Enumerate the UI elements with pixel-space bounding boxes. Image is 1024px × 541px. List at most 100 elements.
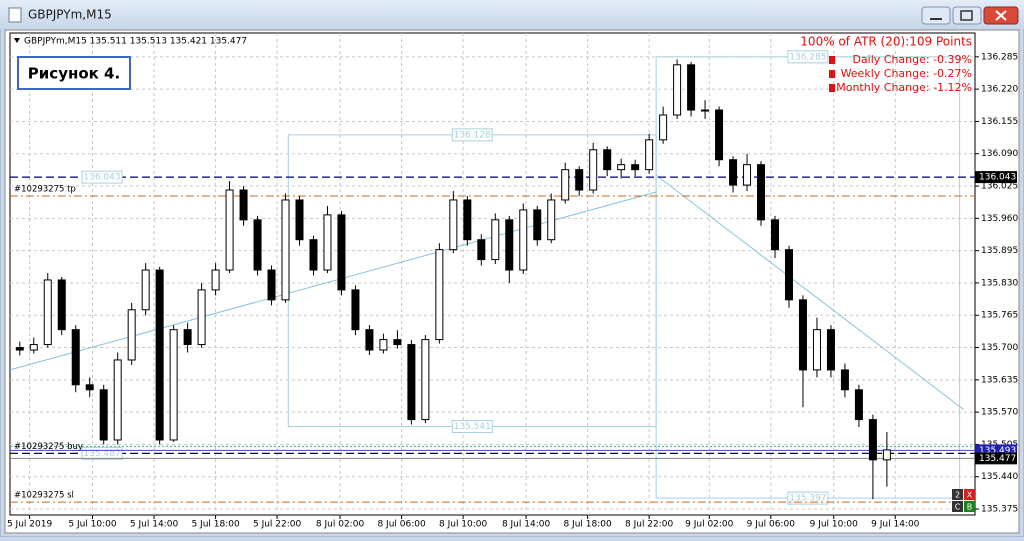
price-tag-label: 136.043	[979, 173, 1016, 183]
caption: Рисунок 4.	[28, 65, 120, 83]
range-bottom-label-box	[451, 420, 493, 434]
price-tag-label: 135.493	[979, 446, 1016, 456]
y-tick-label: 135.440	[981, 472, 1018, 482]
candle-body	[253, 219, 262, 271]
candle-body	[449, 199, 458, 251]
trade-button[interactable]	[952, 501, 963, 512]
y-tick-label: 135.700	[981, 343, 1018, 353]
candle-body	[519, 209, 528, 271]
candle-body	[784, 249, 793, 301]
window-icon	[8, 7, 22, 23]
candle-body	[225, 189, 234, 271]
y-tick-label: 136.285	[981, 52, 1018, 62]
trade-button[interactable]	[964, 501, 975, 512]
candle-body	[169, 329, 178, 441]
x-tick-label: 5 Jul 22:00	[253, 520, 302, 530]
x-tick-label: 8 Jul 06:00	[377, 520, 426, 530]
range-top-label-box	[451, 128, 493, 142]
candle-body	[141, 269, 150, 311]
candle-body	[15, 347, 24, 351]
trendline	[655, 174, 965, 411]
candle-body	[798, 299, 807, 371]
y-tick-label: 135.375	[981, 505, 1018, 515]
candle-body	[379, 339, 388, 351]
candle-body	[771, 219, 780, 251]
candle-body	[729, 159, 738, 186]
candle-body	[351, 289, 360, 331]
candle-body	[603, 149, 612, 171]
candle-body	[183, 329, 192, 346]
candle-body	[421, 339, 430, 421]
y-tick-label: 135.830	[981, 278, 1018, 288]
range-bottom-label-box	[787, 491, 829, 505]
candle-body	[309, 239, 318, 271]
indicator-bullet	[829, 56, 835, 64]
candle-body	[85, 384, 94, 391]
candle-body	[505, 219, 514, 271]
trade-button[interactable]	[952, 489, 963, 500]
candle-body	[435, 249, 444, 341]
range-top-label: 136.128	[454, 130, 491, 140]
candle-body	[323, 214, 332, 271]
title-bar	[0, 0, 1024, 29]
y-tick-label: 135.635	[981, 375, 1018, 385]
candle-body	[113, 359, 122, 441]
plot-area: 136.128 135.541 136.285 135.397 136.043 #1029…	[9, 33, 975, 515]
x-tick-label: 5 Jul 18:00	[191, 520, 240, 530]
y-tick-label: 135.895	[981, 246, 1018, 256]
candle-body	[673, 64, 682, 116]
range-top-label: 136.285	[789, 52, 826, 62]
candle-body	[197, 289, 206, 346]
restore-button[interactable]	[952, 6, 982, 25]
trade-button[interactable]	[964, 489, 975, 500]
y-tick-label: 136.155	[981, 117, 1018, 127]
x-tick-label: 9 Jul 02:00	[685, 520, 734, 530]
candle-body	[882, 449, 891, 461]
x-tick-label: 8 Jul 02:00	[316, 520, 365, 530]
candle-body	[533, 209, 542, 241]
candle-body	[645, 139, 654, 171]
candle-body	[743, 164, 752, 186]
y-tick-label: 136.220	[981, 85, 1018, 95]
candle-body	[99, 389, 108, 441]
candle-body	[826, 329, 835, 371]
window-controls	[921, 6, 1019, 25]
level-left-label: 135.487	[83, 449, 120, 459]
trade-button-label: X	[967, 491, 973, 500]
candle-body	[155, 269, 164, 441]
candle-body	[365, 329, 374, 351]
y-tick-label: 135.765	[981, 311, 1018, 321]
level-name: #10293275 buy	[14, 442, 83, 452]
trade-button-label: 2	[955, 491, 960, 500]
candle-body	[687, 64, 696, 111]
restore-glyph	[960, 10, 973, 21]
candle-body	[854, 389, 863, 421]
minimize-button[interactable]	[921, 6, 951, 25]
symbol-info: GBPJPYm,M15 135.511 135.513 135.421 135.…	[24, 37, 247, 47]
level-name: #10293275 tp	[14, 184, 76, 194]
candle-body	[281, 199, 290, 301]
candle-body	[561, 169, 570, 201]
candle-body	[211, 269, 220, 291]
candle-body	[659, 114, 668, 141]
x-tick-label: 8 Jul 10:00	[439, 520, 488, 530]
x-tick-label: 5 Jul 14:00	[130, 520, 179, 530]
candle-body	[575, 169, 584, 191]
candle-body	[239, 189, 248, 221]
candle-body	[71, 329, 80, 386]
candle-body	[491, 219, 500, 261]
candle-body	[868, 419, 877, 461]
indicator-text: Daily Change: -0.39%	[852, 53, 972, 66]
price-tag-label: 135.477	[979, 454, 1016, 464]
y-tick-label: 135.960	[981, 214, 1018, 224]
range-bottom-label: 135.541	[454, 422, 491, 432]
candle-body	[477, 239, 486, 261]
candle-body	[57, 279, 66, 331]
y-tick-label: 136.090	[981, 149, 1018, 159]
level-left-label: 136.043	[83, 173, 120, 183]
range-top-label-box	[787, 50, 829, 64]
x-tick-label: 9 Jul 06:00	[747, 520, 796, 530]
range-bottom-label: 135.397	[789, 494, 826, 504]
candle-body	[29, 344, 38, 351]
